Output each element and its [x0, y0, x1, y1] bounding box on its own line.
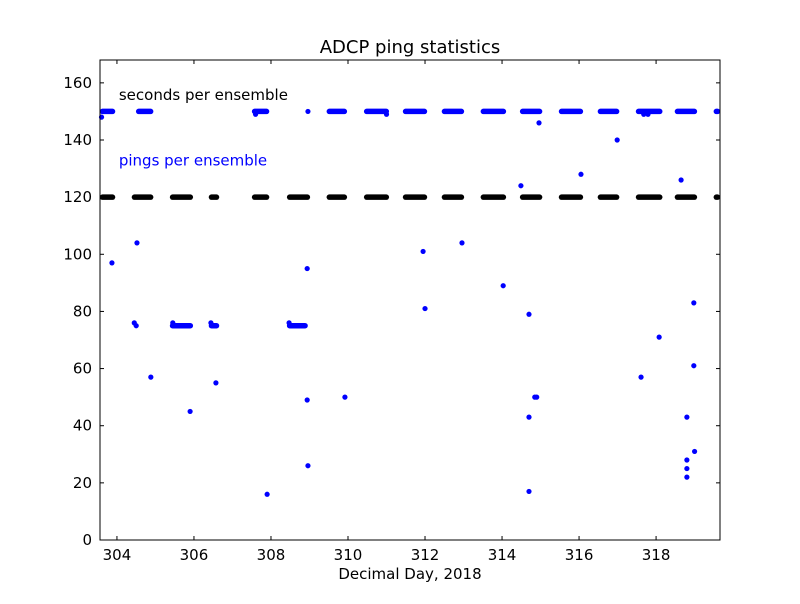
- pings-point-18: [383, 111, 390, 117]
- pings-point-5: [148, 374, 154, 380]
- pings-point-14: [304, 265, 310, 272]
- annotation-pings-per-ensemble: pings per ensemble: [119, 152, 267, 170]
- pings-point-11: [264, 491, 270, 497]
- y-tick-label-8: 160: [63, 74, 92, 92]
- pings-point-40: [684, 474, 690, 480]
- pings-point-39: [684, 465, 690, 472]
- axis-ticks: 304 306 308 310 312 314 316 318 0 20 40 60 80 100 120 1…: [63, 60, 720, 564]
- pings-point-12: [286, 320, 292, 326]
- pings-point-13: [305, 108, 311, 115]
- pings-point-35: [656, 334, 662, 340]
- pings-point-15: [304, 397, 310, 403]
- pings-point-43: [691, 448, 698, 455]
- pings-point-37: [684, 414, 690, 420]
- pings-point-38: [684, 457, 690, 463]
- x-tick-label-4: 312: [411, 546, 440, 564]
- x-tick-label-6: 316: [565, 546, 594, 564]
- pings-point-16: [305, 463, 311, 469]
- y-tick-label-4: 80: [73, 302, 92, 320]
- pings-point-10: [252, 111, 259, 117]
- pings-point-25: [526, 311, 532, 317]
- pings-point-36: [678, 177, 684, 183]
- x-tick-label-3: 310: [334, 546, 363, 564]
- pings-point-34: [645, 111, 651, 117]
- y-tick-label-5: 100: [63, 245, 92, 263]
- pings-point-2: [134, 240, 140, 246]
- pings-point-29: [534, 394, 540, 400]
- pings-point-24: [536, 120, 542, 126]
- y-tick-label-2: 40: [73, 417, 92, 435]
- y-tick-label-1: 20: [73, 474, 92, 492]
- x-tick-label-2: 308: [257, 546, 286, 564]
- x-tick-label-7: 318: [642, 546, 671, 564]
- pings-point-23: [518, 183, 524, 189]
- plot-marks: [98, 108, 721, 497]
- pings-point-9: [170, 320, 176, 326]
- pings-point-20: [422, 305, 428, 312]
- pings-point-27: [526, 488, 532, 495]
- pings-point-22: [500, 283, 506, 289]
- pings-point-21: [459, 240, 465, 246]
- pings-point-42: [691, 363, 697, 369]
- x-tick-label-0: 304: [103, 546, 132, 564]
- pings-point-31: [614, 137, 620, 143]
- pings-point-1: [109, 260, 115, 266]
- pings-point-32: [638, 374, 644, 380]
- x-tick-label-5: 314: [488, 546, 517, 564]
- pings-point-4: [133, 323, 139, 329]
- pings-point-26: [526, 414, 532, 420]
- pings-point-17: [342, 394, 348, 400]
- plot-frame: [99, 59, 721, 541]
- x-axis-label: Decimal Day, 2018: [338, 565, 481, 583]
- pings-point-19: [420, 248, 426, 255]
- y-tick-label-3: 60: [73, 360, 92, 378]
- pings-point-30: [578, 171, 584, 177]
- pings-point-8: [208, 320, 214, 326]
- pings-point-7: [213, 380, 219, 386]
- annotation-seconds-per-ensemble: seconds per ensemble: [119, 86, 288, 104]
- pings-point-41: [691, 300, 697, 306]
- y-tick-label-0: 0: [82, 531, 92, 549]
- pings-point-33: [641, 111, 647, 117]
- chart-title: ADCP ping statistics: [320, 37, 501, 58]
- x-tick-label-1: 306: [180, 546, 209, 564]
- y-tick-label-6: 120: [63, 188, 92, 206]
- y-tick-label-7: 140: [63, 131, 92, 149]
- pings-point-6: [187, 408, 193, 415]
